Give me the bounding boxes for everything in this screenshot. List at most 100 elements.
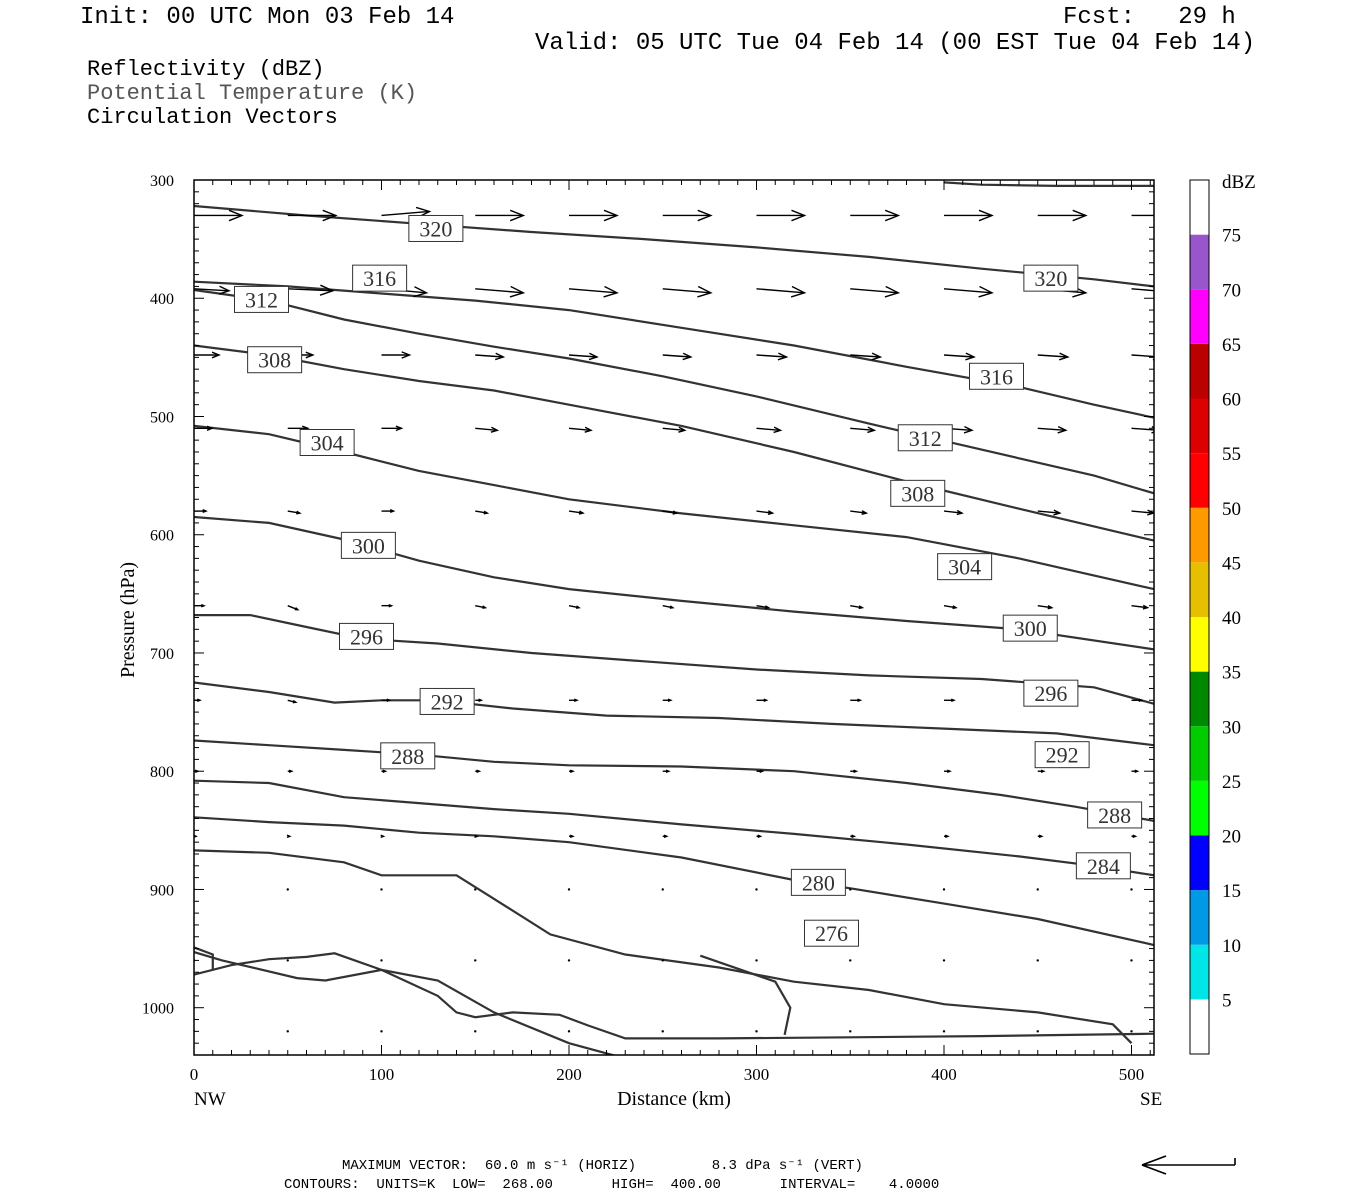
x-tick-label: 100 — [369, 1065, 395, 1084]
contour-label-text: 316 — [363, 266, 396, 291]
circulation-vector — [756, 698, 769, 703]
circulation-vector — [475, 352, 506, 361]
circulation-vector — [850, 604, 865, 610]
circulation-vector — [661, 959, 664, 962]
circulation-vector — [568, 604, 581, 609]
circulation-vector — [661, 888, 664, 891]
circulation-vector — [474, 959, 477, 962]
contour-label-292: 292 — [419, 687, 475, 715]
circulation-vector — [944, 698, 956, 703]
circulation-vector — [944, 834, 950, 839]
circulation-vector — [474, 1030, 477, 1033]
circulation-vector — [756, 209, 807, 222]
circulation-vector — [381, 769, 388, 773]
colorbar-swatch — [1190, 780, 1209, 836]
potential-temperature-field-label: Potential Temperature (K) — [87, 81, 418, 106]
circulation-vector — [474, 834, 480, 839]
circulation-vector — [475, 510, 490, 515]
circulation-vector — [1130, 959, 1133, 962]
theta-contour-276 — [194, 849, 1133, 1044]
colorbar-level-label: 35 — [1222, 663, 1241, 684]
theta-contour-300 — [194, 515, 1154, 651]
colorbar-level-label: 50 — [1222, 499, 1241, 520]
y-tick-label: 500 — [150, 409, 174, 426]
colorbar-level-label: 40 — [1222, 608, 1241, 629]
circulation-vector — [850, 209, 901, 222]
theta-contour-320 — [194, 204, 1154, 288]
circulation-vector — [944, 769, 952, 773]
contour-label-308: 308 — [247, 346, 303, 374]
contour-label-316: 316 — [969, 362, 1024, 390]
x-tick-label: 300 — [744, 1065, 770, 1084]
circulation-vector — [568, 352, 599, 361]
colorbar-level-label: 15 — [1222, 881, 1241, 902]
colorbar-swatch — [1190, 890, 1209, 945]
colorbar-swatch — [1190, 835, 1209, 891]
colorbar-swatch — [1190, 453, 1209, 508]
circulation-vector — [662, 209, 713, 222]
colorbar-level-label: 55 — [1222, 444, 1241, 465]
contour-label-300: 300 — [340, 531, 396, 559]
circulation-vector — [286, 834, 292, 839]
circulation-vector — [661, 1030, 664, 1033]
circulation-vector — [1131, 769, 1140, 773]
contour-label-276: 276 — [804, 919, 859, 947]
contour-label-text: 320 — [419, 216, 452, 241]
contour-label-312: 312 — [234, 285, 289, 313]
contour-label-text: 288 — [391, 744, 424, 769]
circulation-vector — [568, 426, 593, 433]
circulation-vector — [1130, 1030, 1133, 1033]
circulation-vector — [1037, 604, 1054, 610]
theta-contour-seg-15 — [699, 954, 792, 1036]
y-tick-label: 300 — [150, 173, 174, 190]
contour-label-text: 292 — [1046, 743, 1079, 768]
circulation-vector — [568, 510, 585, 515]
y-tick-label: 600 — [150, 528, 174, 545]
colorbar-level-label: 25 — [1222, 772, 1241, 793]
contour-label-text: 304 — [311, 431, 344, 456]
circulation-vector — [942, 1030, 946, 1033]
circulation-vector — [567, 888, 571, 891]
contour-label-316: 316 — [352, 264, 408, 292]
left-endpoint-label: NW — [194, 1089, 226, 1110]
valid-time-label: Valid: 05 UTC Tue 04 Feb 14 (00 EST Tue … — [535, 30, 1256, 57]
circulation-vector — [475, 426, 500, 433]
contour-label-text: 304 — [948, 555, 981, 580]
contour-label-text: 308 — [901, 481, 934, 506]
circulation-vector — [287, 605, 300, 611]
colorbar-swatch — [1190, 671, 1209, 727]
y-tick-label: 900 — [150, 882, 174, 899]
circulation-vector — [943, 285, 994, 298]
contour-label-text: 320 — [1034, 266, 1067, 291]
contour-label-296: 296 — [339, 622, 394, 650]
y-tick-label: 400 — [150, 291, 174, 308]
colorbar-level-label: 60 — [1222, 390, 1241, 411]
circulation-vector — [662, 426, 687, 433]
circulation-vector — [381, 425, 404, 432]
circulation-vector — [381, 351, 412, 359]
circulation-vector — [474, 888, 477, 891]
circulation-vector — [755, 959, 758, 962]
circulation-vector — [569, 834, 575, 839]
colorbar-level-label: 65 — [1222, 335, 1241, 356]
contour-label-300: 300 — [1002, 614, 1058, 642]
x-tick-label: 500 — [1119, 1065, 1145, 1084]
circulation-vector — [850, 698, 863, 703]
circulation-vector — [756, 769, 765, 773]
contour-label-text: 276 — [815, 921, 848, 946]
contour-label-292: 292 — [1034, 741, 1090, 769]
x-tick-label: 400 — [931, 1065, 957, 1084]
circulation-vector — [943, 352, 976, 361]
circulation-vector — [1036, 888, 1039, 891]
circulation-vector — [1036, 1030, 1039, 1033]
circulation-vector — [1131, 288, 1154, 292]
init-time-label: Init: 00 UTC Mon 03 Feb 14 — [80, 4, 455, 31]
circulation-vector — [194, 285, 231, 295]
theta-contour-284 — [194, 779, 1154, 877]
colorbar-swatch — [1190, 944, 1209, 1000]
colorbar-level-label: 10 — [1222, 936, 1241, 957]
reflectivity-field-label: Reflectivity (dBZ) — [87, 57, 325, 82]
y-tick-label: 1000 — [142, 1001, 174, 1018]
x-tick-label: 0 — [190, 1065, 199, 1084]
